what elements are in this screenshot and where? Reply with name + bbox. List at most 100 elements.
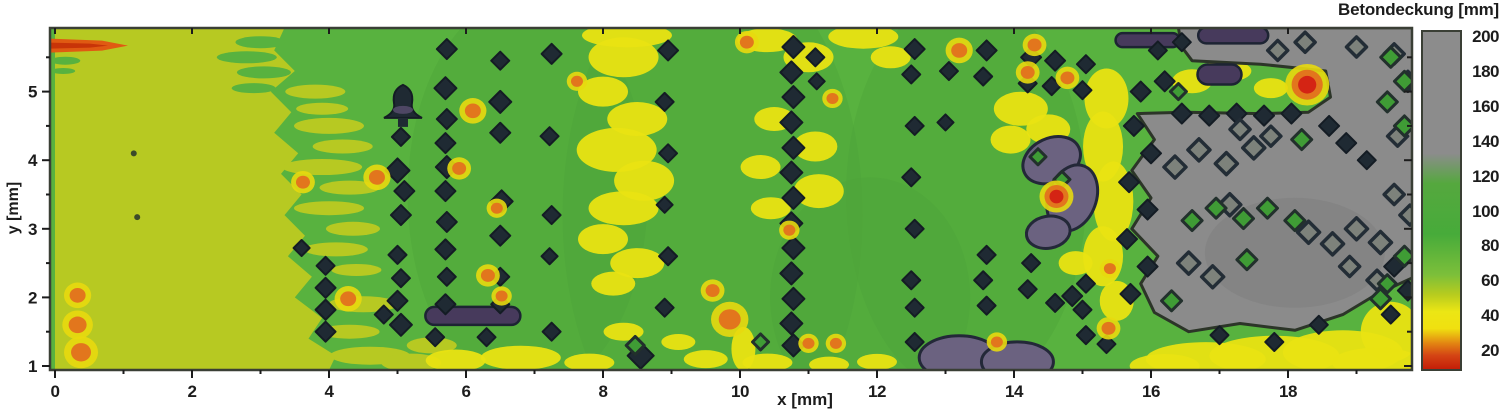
y-axis-label: y [mm] [5, 181, 22, 235]
rebar-diamond-dark [901, 167, 922, 188]
rebar-diamond-dark [435, 108, 458, 131]
rebar-diamond-green [1376, 273, 1398, 295]
rebar-diamond-dark [901, 64, 922, 85]
rebar-diamond-outline [1293, 30, 1317, 54]
rebar-diamond-outline [1241, 135, 1267, 161]
green-finger [236, 66, 291, 79]
rebar-diamond-dark [976, 244, 997, 265]
hotspot-orange-core [826, 92, 839, 104]
hotspot-orange-core [570, 75, 583, 87]
green-finger [231, 83, 276, 94]
yellow-finger [319, 180, 380, 195]
rebar-diamond-dark [434, 238, 457, 261]
x-tick-label: 4 [325, 382, 335, 401]
rebar-diamond-green [1204, 196, 1228, 220]
rebar-diamond-outline [1382, 182, 1406, 207]
rebar-diamond-dark [779, 261, 804, 286]
rebar-diamond-dark [1318, 114, 1341, 137]
rebar-diamond-dark [1129, 80, 1152, 103]
yellow-low-patch [1058, 251, 1093, 276]
rebar-diamond-dark [654, 297, 675, 318]
yellow-low-patch [578, 224, 628, 255]
rebar-diamond-dark [1253, 104, 1276, 127]
rebar-diamond-outline [1213, 150, 1240, 177]
colorbar-tick-label: 140 [1472, 131, 1499, 151]
rebar-diamond-dark [904, 115, 925, 136]
yellow-low-patch [793, 131, 838, 162]
rebar-diamond-dark [807, 72, 826, 91]
rebar-diamond-dark [292, 239, 311, 258]
yellow-low-patch [578, 76, 628, 107]
rebar-diamond-dark [781, 286, 806, 311]
rebar-diamond-green [1028, 147, 1048, 167]
hotspot-orange-core [1060, 71, 1075, 85]
yellow-low-patch [576, 127, 657, 172]
rebar-diamond-dark [489, 224, 512, 247]
hotspot-orange-core [490, 202, 503, 214]
rebar-diamond-dark [1096, 334, 1117, 355]
rebar-diamond-dark [539, 126, 560, 147]
gray-shade-patch [1204, 197, 1385, 308]
rebar-diamond-dark [655, 195, 674, 214]
rebar-diamond-dark [389, 204, 412, 227]
rebar-diamond-dark [540, 247, 559, 266]
yellow-finger [294, 201, 364, 216]
rebar-diamond-green [1379, 45, 1403, 69]
rebar-diamond-dark [314, 298, 337, 321]
rebar-diamond-dark [1072, 299, 1093, 320]
rebar-diamond-dark [434, 293, 457, 316]
yellow-low-patch [809, 356, 850, 370]
green-finger [216, 51, 277, 64]
yellow-low-patch [1084, 68, 1129, 129]
yellow-low-patch [683, 350, 728, 369]
hotspot-orange-core [452, 161, 467, 175]
rebar-diamond-dark [779, 160, 804, 185]
rebar-diamond-outline [1175, 250, 1202, 276]
rebar-diamond-outline [1186, 137, 1212, 163]
green-finger [51, 68, 76, 75]
rebar-diamond-dark [1136, 255, 1159, 278]
colorbar-tick-label: 40 [1481, 306, 1499, 326]
rebar-diamond-outline [1259, 124, 1283, 148]
hotspot-orange-core [718, 309, 741, 330]
rebar-diamond-dark [779, 60, 804, 85]
rebar-diamond-dark [904, 331, 925, 352]
yellow-low-patch [857, 353, 897, 370]
hotspot-orange-core [295, 175, 310, 189]
rebar-diamond-dark [904, 297, 925, 318]
rebar-diamond-dark [1396, 279, 1412, 302]
yellow-low-patch [793, 174, 844, 209]
gray-purple-blob [1024, 214, 1072, 250]
rebar-diamond-dark [1044, 49, 1067, 72]
small-dark-dot [130, 150, 137, 157]
yellow-low-patch [990, 125, 1031, 154]
rebar-diamond-outline [1265, 38, 1290, 63]
rebar-diamond-dark [654, 91, 675, 112]
yellow-low-patch [480, 345, 561, 370]
rebar-diamond-green [1231, 207, 1255, 231]
yellow-finger [381, 353, 442, 370]
hotspot-orange-core [1027, 38, 1042, 52]
yellow-low-patch [661, 333, 696, 350]
yellow-finger [325, 221, 380, 236]
rebar-diamond-dark [1075, 325, 1096, 346]
bell-marker-stem [397, 117, 408, 127]
rebar-diamond-dark [975, 39, 998, 62]
rebar-diamond-dark [1335, 132, 1358, 155]
rebar-diamond-dark [1171, 32, 1192, 53]
rebar-diamond-outline [1319, 231, 1346, 257]
yellow-low-patch [607, 102, 668, 137]
hotspot-orange-core [368, 169, 385, 185]
x-tick-label: 12 [868, 382, 886, 401]
rebar-diamond-dark [658, 246, 679, 267]
rebar-diamond-green [1255, 196, 1279, 220]
rebar-diamond-dark [1209, 325, 1230, 346]
rebar-diamond-dark [658, 143, 679, 164]
rebar-diamond-outline [1162, 154, 1188, 180]
yellow-low-patch [581, 28, 672, 48]
rebar-diamond-dark [1017, 279, 1038, 300]
rebar-diamond-outline [1367, 229, 1394, 256]
rebar-diamond-dark [1264, 331, 1285, 352]
hotspot-layer [50, 31, 1330, 369]
